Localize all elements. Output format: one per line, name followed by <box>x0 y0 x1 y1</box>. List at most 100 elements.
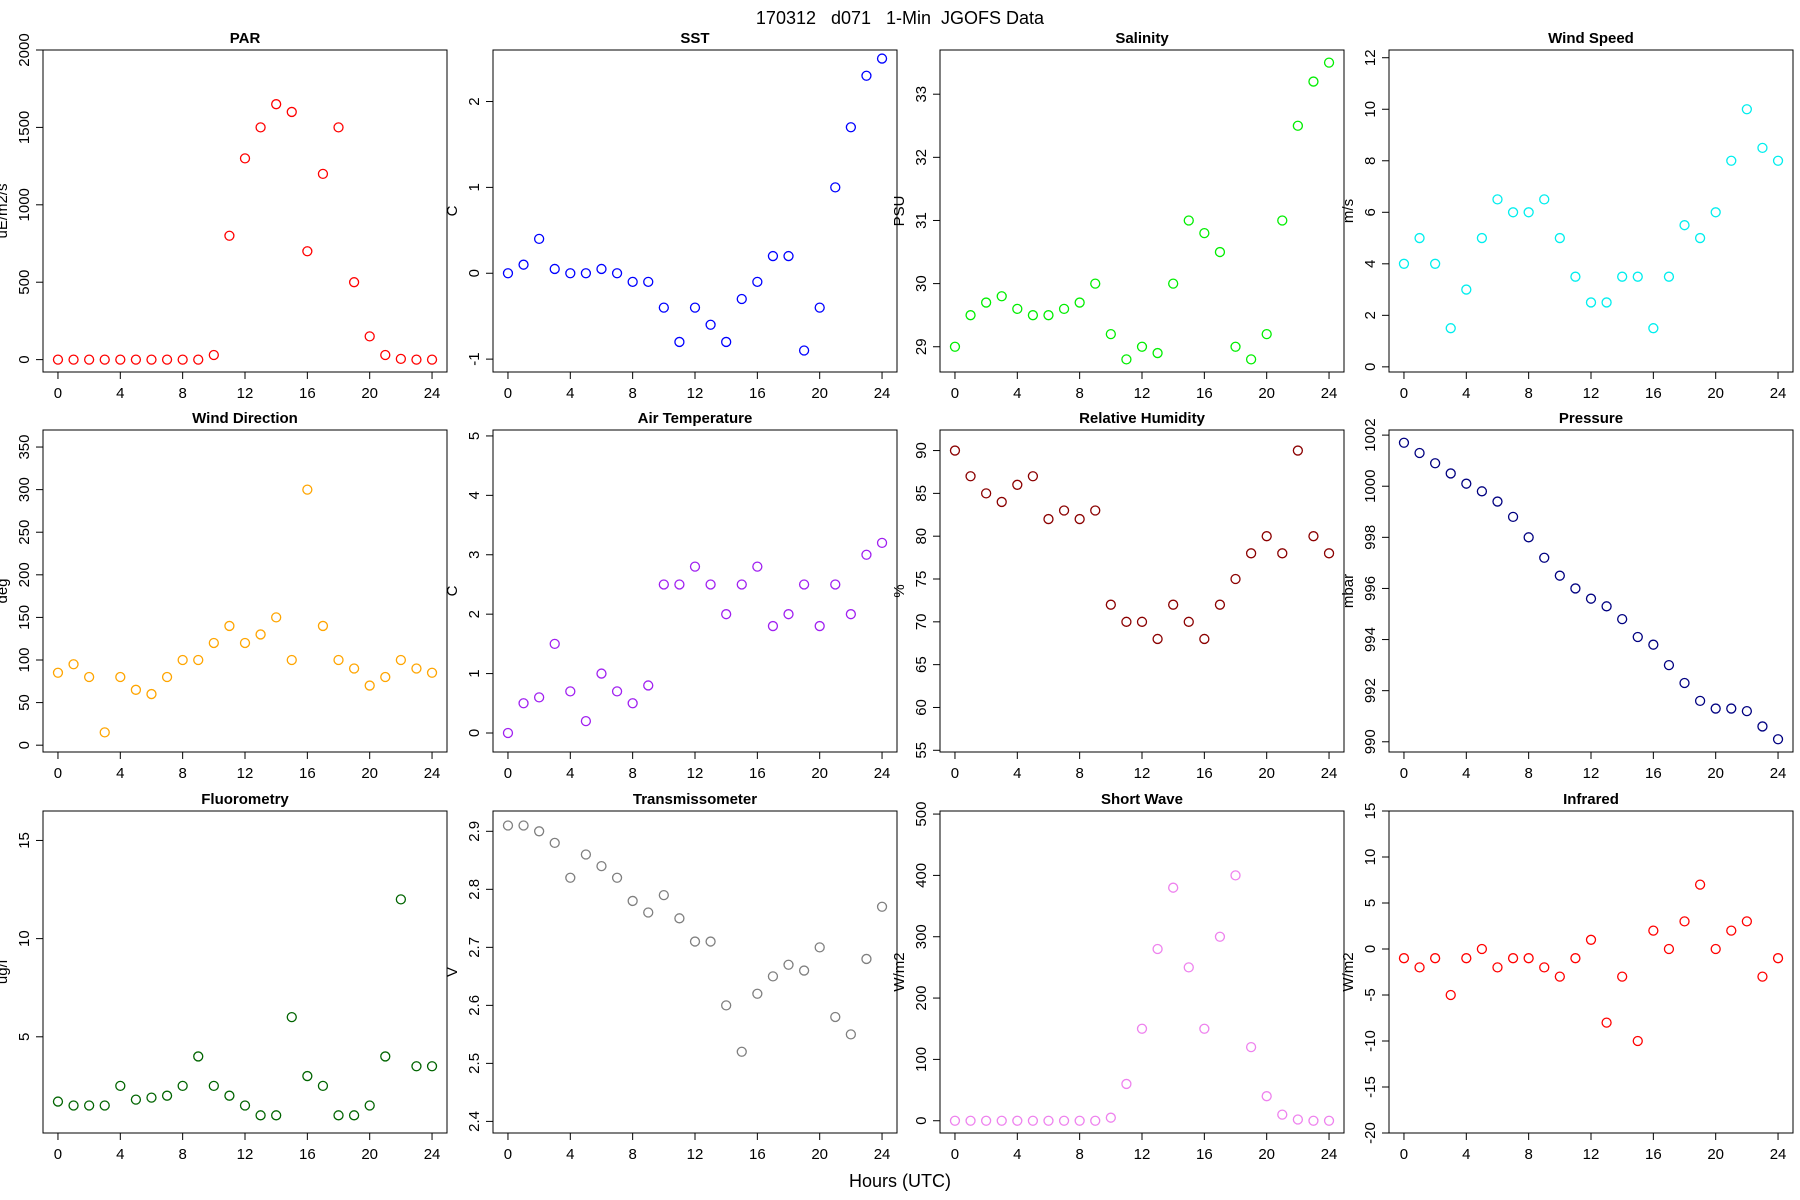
point <box>1726 155 1737 166</box>
x-tick-label: 12 <box>1583 385 1600 402</box>
point <box>68 659 79 670</box>
point <box>302 246 313 257</box>
point <box>689 936 701 947</box>
point <box>99 354 110 365</box>
point <box>1492 496 1503 507</box>
y-tick-label: 2.4 <box>466 1111 483 1132</box>
point <box>1398 258 1410 269</box>
point <box>814 620 825 632</box>
panel-title: Salinity <box>1115 30 1169 47</box>
point <box>1027 1115 1039 1126</box>
point <box>115 671 126 683</box>
point <box>689 302 701 313</box>
x-tick-label: 4 <box>566 385 574 402</box>
x-tick-label: 20 <box>1258 385 1275 402</box>
point <box>1058 1115 1070 1126</box>
point <box>130 684 142 695</box>
plot-frame <box>42 49 448 373</box>
y-tick-label: -20 <box>1362 1122 1379 1144</box>
point <box>1539 552 1550 563</box>
point <box>752 276 763 287</box>
point <box>965 1115 976 1126</box>
point <box>1398 953 1410 964</box>
point <box>1554 971 1565 982</box>
point <box>1043 1115 1054 1126</box>
point <box>798 579 810 590</box>
point <box>364 1100 375 1111</box>
y-tick-label: 2.5 <box>466 1053 483 1074</box>
point <box>1105 599 1116 610</box>
x-tick-label: 20 <box>1258 765 1275 782</box>
x-tick-label: 12 <box>687 765 704 782</box>
x-tick-label: 12 <box>687 1146 704 1163</box>
point <box>1476 232 1488 244</box>
point <box>502 268 514 279</box>
y-tick-label: 12 <box>1362 49 1379 66</box>
point <box>1214 931 1226 942</box>
point <box>949 341 961 352</box>
x-tick-label: 8 <box>178 1146 186 1163</box>
point <box>161 354 173 365</box>
x-tick-label: 12 <box>237 1146 254 1163</box>
point <box>1554 570 1565 581</box>
point <box>411 663 422 674</box>
y-tick-label: 0 <box>466 269 483 277</box>
point <box>1277 215 1288 226</box>
point <box>1663 659 1675 671</box>
point <box>1199 227 1210 239</box>
point <box>380 671 391 683</box>
point <box>1710 943 1721 955</box>
point <box>1570 271 1581 282</box>
point <box>83 354 95 365</box>
y-tick-label: 75 <box>913 571 930 588</box>
point <box>1323 548 1335 559</box>
point <box>426 1061 438 1072</box>
y-tick-label: 0 <box>16 741 33 749</box>
x-tick-label: 8 <box>1524 765 1532 782</box>
point <box>1152 347 1163 359</box>
x-tick-label: 16 <box>749 1146 766 1163</box>
x-tick-label: 4 <box>1013 765 1021 782</box>
x-tick-label: 24 <box>1770 1146 1787 1163</box>
x-tick-label: 12 <box>237 765 254 782</box>
point <box>1277 548 1288 559</box>
point <box>99 1100 110 1111</box>
y-tick-label: 1000 <box>16 188 33 221</box>
point <box>68 354 79 365</box>
point <box>861 953 872 965</box>
point <box>721 1000 732 1011</box>
point <box>239 637 251 649</box>
point <box>1648 323 1659 334</box>
point <box>814 302 825 313</box>
x-tick-label: 16 <box>1196 765 1213 782</box>
point <box>1199 1023 1210 1034</box>
point <box>380 349 391 361</box>
x-tick-label: 16 <box>749 765 766 782</box>
point <box>1554 232 1565 244</box>
point <box>1090 278 1101 289</box>
point <box>1445 468 1456 479</box>
point <box>1261 328 1272 340</box>
y-tick-label: 10 <box>1362 101 1379 118</box>
x-tick-label: 0 <box>54 1146 62 1163</box>
panel: Salinity PSU 0 4 8 12 16 20 24 29 30 31 32 33 <box>891 30 1345 402</box>
x-tick-label: 4 <box>1013 1146 1021 1163</box>
point <box>239 153 251 164</box>
y-axis-label: mbar <box>1340 574 1357 608</box>
point <box>1476 486 1488 497</box>
point <box>643 276 654 287</box>
point <box>1245 1041 1257 1053</box>
x-tick-label: 24 <box>874 385 891 402</box>
plot-frame <box>42 810 448 1134</box>
point <box>271 1110 282 1121</box>
x-tick-label: 24 <box>1770 765 1787 782</box>
x-tick-label: 12 <box>1583 1146 1600 1163</box>
y-tick-label: 55 <box>913 742 930 759</box>
y-tick-label: 33 <box>913 86 930 103</box>
point <box>1074 513 1085 525</box>
x-tick-label: 8 <box>628 765 636 782</box>
point <box>1136 341 1148 352</box>
point <box>317 168 329 179</box>
y-tick-label: 998 <box>1362 525 1379 550</box>
point <box>1214 599 1226 610</box>
